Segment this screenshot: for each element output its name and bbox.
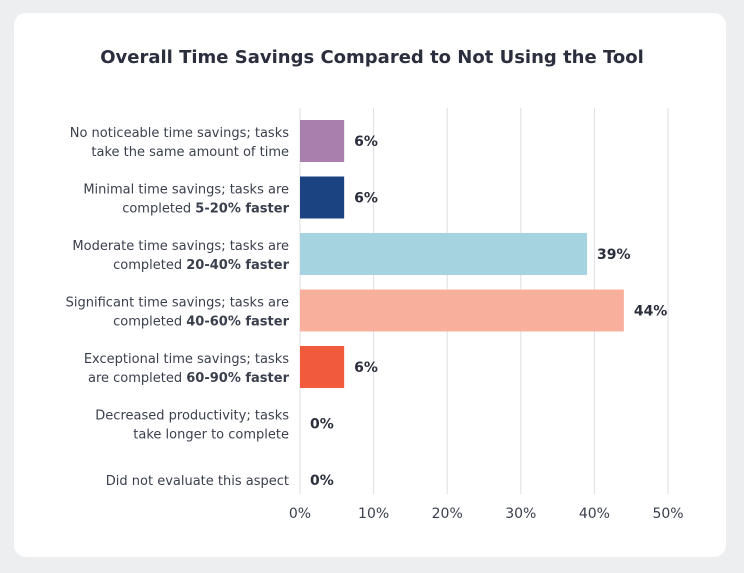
category-label-line2: are completed 60-90% faster bbox=[88, 371, 290, 386]
x-tick-label: 40% bbox=[579, 506, 610, 522]
x-tick-label: 10% bbox=[358, 506, 389, 522]
x-tick-label: 0% bbox=[289, 506, 311, 522]
category-label: No noticeable time savings; tasks bbox=[70, 126, 290, 141]
data-label: 6% bbox=[354, 191, 378, 207]
category-label-line2: completed 40-60% faster bbox=[113, 315, 289, 330]
bar bbox=[300, 289, 624, 332]
bar bbox=[300, 120, 345, 162]
x-tick-label: 50% bbox=[652, 506, 683, 522]
x-tick-label: 30% bbox=[505, 506, 536, 522]
data-label: 6% bbox=[354, 134, 378, 150]
category-label-line2: take longer to complete bbox=[133, 428, 289, 443]
category-label: Decreased productivity; tasks bbox=[95, 409, 289, 424]
data-label: 44% bbox=[634, 304, 668, 320]
category-label: Did not evaluate this aspect bbox=[106, 474, 289, 489]
bar bbox=[300, 176, 345, 219]
x-tick-label: 20% bbox=[432, 506, 463, 522]
category-label-line2: completed 20-40% faster bbox=[113, 258, 289, 273]
category-label: Minimal time savings; tasks are bbox=[83, 183, 289, 198]
data-label: 0% bbox=[310, 473, 334, 489]
data-label: 6% bbox=[354, 360, 378, 376]
bar bbox=[300, 346, 345, 388]
category-label: Significant time savings; tasks are bbox=[66, 296, 289, 311]
category-label-line2: take the same amount of time bbox=[91, 145, 289, 160]
chart-card bbox=[14, 13, 726, 557]
data-label: 39% bbox=[597, 247, 631, 263]
chart-title: Overall Time Savings Compared to Not Usi… bbox=[100, 47, 644, 68]
category-label-line2: completed 5-20% faster bbox=[122, 202, 289, 217]
category-label: Exceptional time savings; tasks bbox=[84, 352, 289, 367]
data-label: 0% bbox=[310, 417, 334, 433]
category-label: Moderate time savings; tasks are bbox=[72, 239, 289, 254]
bar bbox=[300, 233, 588, 275]
